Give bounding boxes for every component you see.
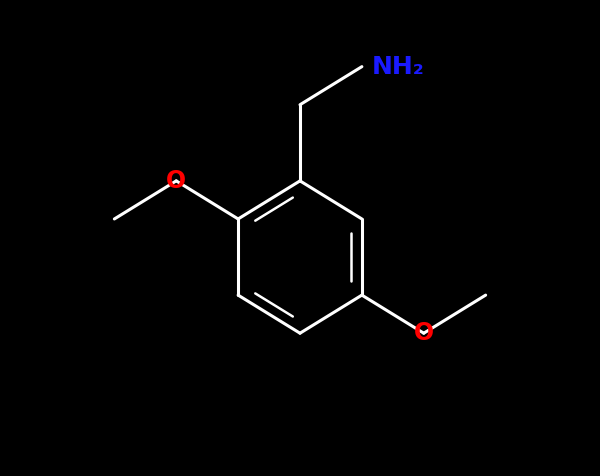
Text: NH₂: NH₂ [371,55,424,79]
Text: O: O [166,169,187,193]
Text: O: O [413,321,434,345]
